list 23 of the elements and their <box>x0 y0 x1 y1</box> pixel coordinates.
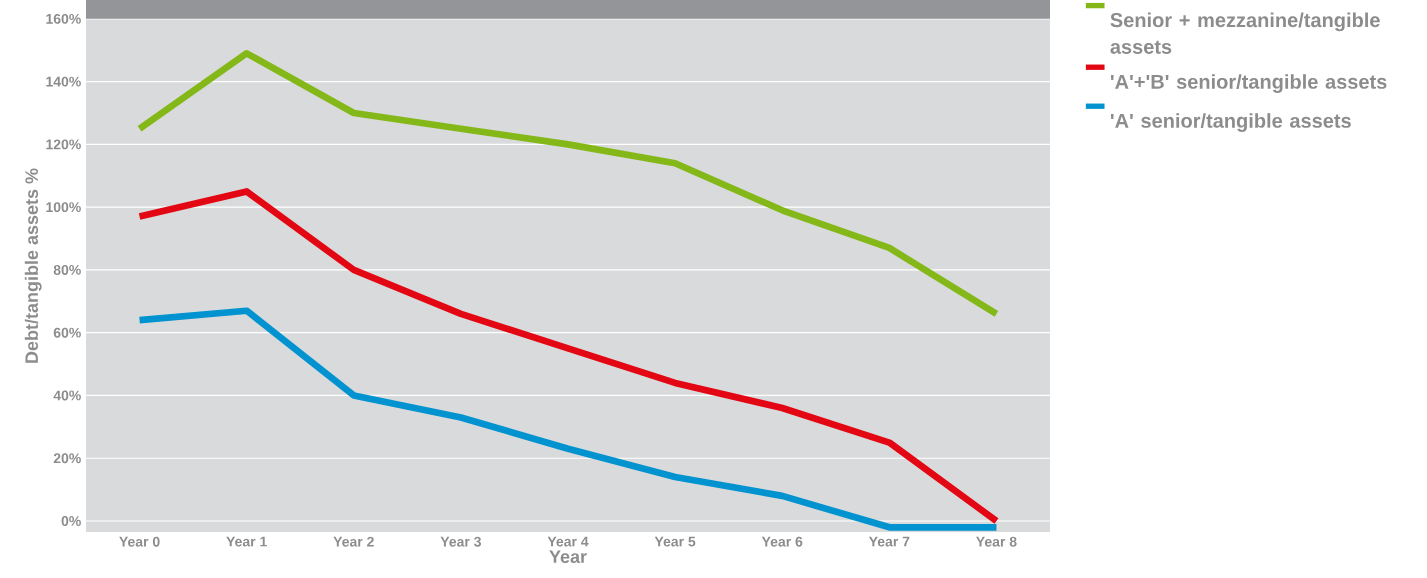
x-tick-label: Year 6 <box>761 536 803 547</box>
x-tick-label: Year 5 <box>654 536 696 547</box>
x-tick-label: Year 4 <box>547 536 589 547</box>
y-tick-label: 160% <box>46 13 81 24</box>
legend-label: Senior + mezzanine/tangible assets <box>1110 12 1380 54</box>
x-tick-label: Year 2 <box>333 536 374 547</box>
y-tick-label: 0% <box>61 516 81 526</box>
x-tick-label: Year 3 <box>440 536 481 547</box>
legend-label: 'A' senior/tangible assets <box>1110 113 1351 132</box>
y-tick-label: 140% <box>46 76 81 87</box>
y-tick-label: 100% <box>46 202 81 213</box>
x-tick-label: Year 8 <box>976 536 1017 547</box>
y-tick-label: 20% <box>53 453 81 464</box>
x-tick-label: Year 1 <box>226 536 267 547</box>
y-axis-title: Debt/tangible assets % <box>24 168 42 363</box>
y-tick-label: 120% <box>46 139 81 150</box>
y-tick-label: 40% <box>53 390 81 401</box>
x-tick-label: Year 7 <box>868 536 910 547</box>
legend-label: 'A'+'B' senior/tangible assets <box>1110 74 1387 93</box>
x-tick-label: Year 0 <box>119 536 160 547</box>
y-tick-label: 80% <box>53 264 81 275</box>
y-tick-label: 60% <box>53 327 81 338</box>
x-axis-title: Year <box>549 550 587 564</box>
